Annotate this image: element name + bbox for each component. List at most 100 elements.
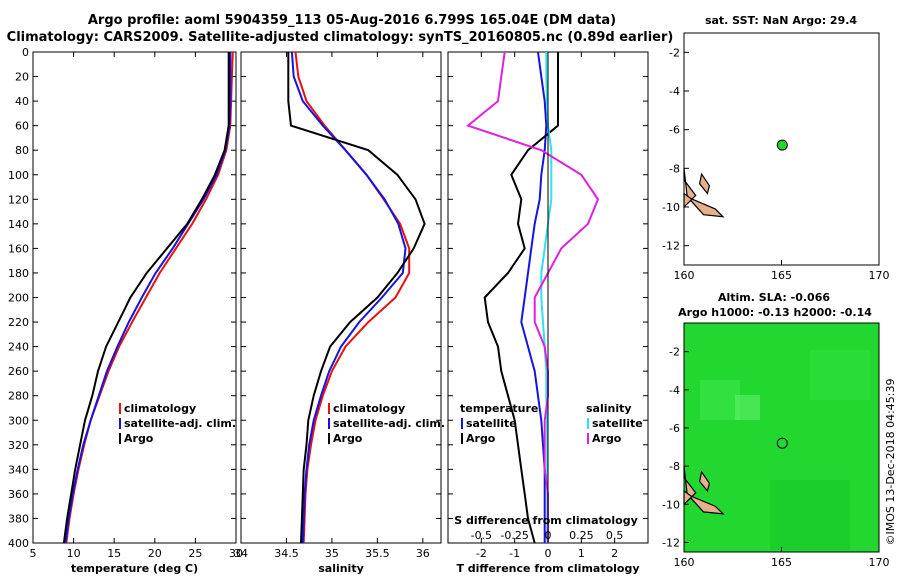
plot-frame xyxy=(240,51,442,544)
depth-tick-label: 380 xyxy=(8,512,29,525)
depth-tick-label: 100 xyxy=(8,169,29,182)
x-axis-label: T difference from climatology xyxy=(456,562,639,575)
temperature-panel: 5 10 15 20 25 3002040608010012014016018020022… xyxy=(8,46,243,575)
y-tick-label: -2 xyxy=(669,346,680,359)
legend-label: Argo xyxy=(592,432,622,445)
x-tick-label: 15 xyxy=(107,547,121,560)
x-tick-label: 170 xyxy=(869,556,890,569)
sla-map-panel: 160 165 170 -2 -4 -6 -8 -10 -12 Altim. SLA: -0.06… xyxy=(662,291,889,569)
salinity-panel: 34 34.5 35 35.5 36 salinity climatology satelli… xyxy=(234,51,445,575)
y-tick-label: -2 xyxy=(669,46,680,59)
depth-tick-label: 140 xyxy=(8,218,29,231)
sla-map-subtitle: Argo h1000: -0.13 h2000: -0.14 xyxy=(678,306,872,319)
x-tick-label: 20 xyxy=(148,547,162,560)
top-x-tick-label: 0.5 xyxy=(606,529,624,542)
series-line-argo xyxy=(62,52,230,544)
sst-map-panel: 160 165 170 -2 -4 -6 -8 -10 -12 sat. SST: NaN Arg… xyxy=(662,14,889,282)
x-tick-label: 35 xyxy=(325,547,339,560)
y-tick-label: -8 xyxy=(669,162,680,175)
x-tick-label: 1 xyxy=(578,547,585,560)
plot-frame xyxy=(32,51,237,544)
figure-title-line1: Argo profile: aoml 5904359_113 05-Aug-20… xyxy=(88,13,616,28)
depth-tick-label: 0 xyxy=(22,46,29,59)
series-line-satellite-adj-clim- xyxy=(290,51,407,544)
top-x-tick-label: 0.25 xyxy=(569,529,594,542)
legend-label: satellite-adj. clim. xyxy=(333,417,445,430)
y-tick-label: -4 xyxy=(669,85,680,98)
legend-label: satellite xyxy=(592,417,643,430)
island-shape xyxy=(698,172,711,195)
x-tick-label: 160 xyxy=(674,556,695,569)
depth-tick-label: 180 xyxy=(8,267,29,280)
x-tick-label: 25 xyxy=(188,547,202,560)
top-x-tick-label: 0 xyxy=(545,529,552,542)
depth-tick-label: 160 xyxy=(8,242,29,255)
x-tick-label: 36 xyxy=(416,547,430,560)
island-shape xyxy=(698,470,711,493)
x-tick-label: 5 xyxy=(30,547,37,560)
legend-label: climatology xyxy=(333,402,405,415)
depth-tick-label: 120 xyxy=(8,193,29,206)
top-axis-label: S difference from climatology xyxy=(454,514,638,527)
island-shape xyxy=(683,168,697,205)
island-shape xyxy=(683,466,697,502)
x-tick-label: 165 xyxy=(771,556,792,569)
legend-label: Argo xyxy=(333,432,363,445)
legend-label: Argo xyxy=(124,432,154,445)
depth-tick-label: 260 xyxy=(8,365,29,378)
depth-tick-label: 320 xyxy=(8,439,29,452)
sla-map-title: Altim. SLA: -0.066 xyxy=(718,291,830,304)
x-tick-label: 34.5 xyxy=(274,547,299,560)
sla-anomaly-patch xyxy=(700,380,740,420)
legend-label: salinity xyxy=(586,402,632,415)
sla-anomaly-patch xyxy=(810,350,870,400)
depth-tick-label: 80 xyxy=(15,144,29,157)
legend-label: satellite-adj. clim. xyxy=(124,417,236,430)
x-tick-label: 0 xyxy=(545,547,552,560)
x-tick-label: -2 xyxy=(476,547,487,560)
depth-tick-label: 20 xyxy=(15,71,29,84)
x-tick-label: 10 xyxy=(67,547,81,560)
argo-float-marker xyxy=(776,139,788,151)
x-tick-label: 30 xyxy=(229,547,243,560)
y-tick-label: -8 xyxy=(669,460,680,473)
depth-tick-label: 240 xyxy=(8,341,29,354)
depth-tick-label: 300 xyxy=(8,414,29,427)
series-line-salinity-satellite xyxy=(540,52,553,543)
depth-tick-label: 400 xyxy=(8,537,29,550)
x-axis-label: salinity xyxy=(318,562,364,575)
x-tick-label: 170 xyxy=(869,269,890,282)
argo-float-marker xyxy=(776,437,788,449)
y-tick-label: -12 xyxy=(662,536,680,549)
depth-tick-label: 340 xyxy=(8,463,29,476)
figure-title-line2: Climatology: CARS2009. Satellite-adjuste… xyxy=(7,30,674,45)
x-tick-label: 165 xyxy=(771,269,792,282)
x-tick-label: 2 xyxy=(611,547,618,560)
y-tick-label: -6 xyxy=(669,124,680,137)
y-tick-label: -10 xyxy=(662,498,680,511)
series-line-salinity-argo xyxy=(465,51,600,543)
difference-panel: -2 -1 0 1 2 T difference from climatology S di… xyxy=(447,51,649,575)
island-shape xyxy=(687,196,725,218)
sst-map-title: sat. SST: NaN Argo: 29.4 xyxy=(705,14,857,27)
legend-label: temperature xyxy=(460,402,538,415)
depth-tick-label: 360 xyxy=(8,488,29,501)
x-tick-label: 34 xyxy=(234,547,248,560)
depth-tick-label: 200 xyxy=(8,292,29,305)
series-line-argo xyxy=(287,52,426,544)
island-shape xyxy=(687,494,725,515)
depth-tick-label: 220 xyxy=(8,316,29,329)
legend-label: climatology xyxy=(124,402,196,415)
top-x-tick-label: -0.5 xyxy=(471,529,492,542)
copyright-label: ©IMOS 13-Dec-2018 04:45:39 xyxy=(884,379,897,546)
sla-anomaly-patch xyxy=(770,480,850,550)
depth-tick-label: 40 xyxy=(15,95,29,108)
sla-anomaly-patch xyxy=(735,395,760,420)
depth-tick-label: 280 xyxy=(8,390,29,403)
y-tick-label: -12 xyxy=(662,240,680,253)
x-tick-label: -1 xyxy=(509,547,520,560)
x-axis-label: temperature (deg C) xyxy=(71,562,198,575)
x-tick-label: 35.5 xyxy=(365,547,390,560)
y-tick-label: -4 xyxy=(669,384,680,397)
